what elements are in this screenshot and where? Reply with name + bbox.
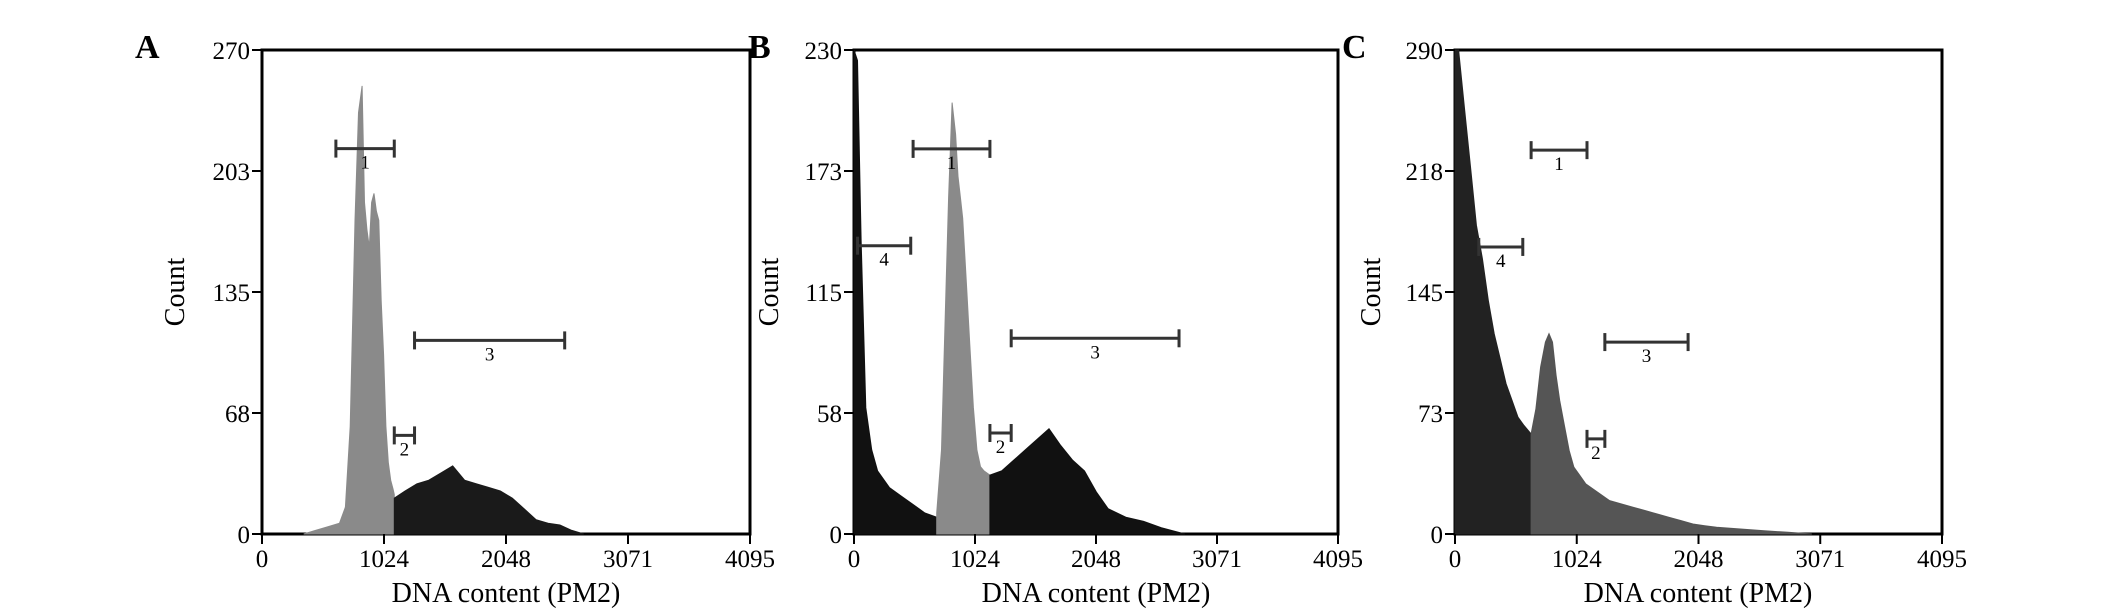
y-tick-label: 0 xyxy=(238,522,251,549)
y-axis-label: Count xyxy=(754,258,785,327)
plot-frame xyxy=(852,48,1340,536)
y-tick-label: 135 xyxy=(213,280,251,307)
plot-frame xyxy=(260,48,752,536)
histogram-series-2 xyxy=(1530,332,1812,535)
gate-label: 3 xyxy=(485,344,495,365)
x-axis-ticks: 0 1024 2048 3071 4095 xyxy=(848,534,1363,573)
x-axis-label: DNA content (PM2) xyxy=(392,578,621,609)
histogram-panel-b: B 1 2 3 4 0 1024 2048 3071 4095 0 58 115 173 230 Co… xyxy=(748,29,1363,609)
y-tick-label: 173 xyxy=(805,159,843,186)
histogram-series-1 xyxy=(853,49,938,535)
panel-letter: A xyxy=(135,29,160,66)
x-tick-label: 3071 xyxy=(1795,546,1845,573)
gate-markers: 1 2 3 xyxy=(334,139,567,460)
x-tick-label: 0 xyxy=(256,546,269,573)
histogram-marks xyxy=(303,85,584,535)
x-axis-label: DNA content (PM2) xyxy=(1584,578,1813,609)
y-axis-label: Count xyxy=(1356,258,1387,327)
histogram-series-2 xyxy=(393,465,584,535)
y-tick-label: 203 xyxy=(213,159,251,186)
x-tick-label: 4095 xyxy=(1313,546,1363,573)
x-tick-label: 2048 xyxy=(481,546,531,573)
histogram-panel-a: A 1 2 3 0 1024 2048 3071 4095 0 68 135 203 270 Cou… xyxy=(135,29,775,609)
histogram-series-1 xyxy=(1454,49,1532,535)
y-tick-label: 68 xyxy=(225,401,250,428)
histogram-marks xyxy=(1454,49,1812,535)
gate-label: 1 xyxy=(1554,154,1564,175)
x-tick-label: 4095 xyxy=(725,546,775,573)
y-tick-label: 58 xyxy=(817,401,842,428)
gate-label: 3 xyxy=(1642,346,1652,367)
gate-label: 1 xyxy=(360,153,370,174)
gate-label: 1 xyxy=(947,153,957,174)
histogram-series-3 xyxy=(989,428,1186,535)
x-axis-label: DNA content (PM2) xyxy=(982,578,1211,609)
y-tick-label: 145 xyxy=(1406,280,1444,307)
y-tick-label: 115 xyxy=(805,280,842,307)
x-tick-label: 4095 xyxy=(1917,546,1967,573)
x-tick-label: 3071 xyxy=(603,546,653,573)
y-axis-ticks: 0 73 145 218 290 xyxy=(1406,38,1455,549)
panel-letter: C xyxy=(1342,29,1367,66)
gate-label: 4 xyxy=(879,250,889,271)
gate-label: 3 xyxy=(1090,342,1100,363)
y-tick-label: 73 xyxy=(1418,401,1443,428)
gate-label: 2 xyxy=(1591,443,1601,464)
histogram-series-1 xyxy=(303,85,395,535)
y-tick-label: 0 xyxy=(830,522,843,549)
x-tick-label: 2048 xyxy=(1674,546,1724,573)
gate-label: 4 xyxy=(1496,251,1506,272)
gate-markers: 1 2 3 4 xyxy=(1477,141,1690,464)
y-axis-ticks: 0 58 115 173 230 xyxy=(805,38,854,549)
x-tick-label: 1024 xyxy=(359,546,410,573)
y-axis-label: Count xyxy=(160,258,191,327)
y-axis-ticks: 0 68 135 203 270 xyxy=(213,38,262,549)
y-tick-label: 230 xyxy=(805,38,843,65)
x-axis-ticks: 0 1024 2048 3071 4095 xyxy=(256,534,775,573)
gate-label: 2 xyxy=(996,437,1006,458)
x-tick-label: 2048 xyxy=(1071,546,1121,573)
histogram-series-2 xyxy=(936,102,991,535)
histogram-marks xyxy=(853,49,1186,535)
x-tick-label: 3071 xyxy=(1192,546,1242,573)
x-axis-ticks: 0 1024 2048 3071 4095 xyxy=(1449,534,1967,573)
x-tick-label: 1024 xyxy=(950,546,1001,573)
panel-letter: B xyxy=(748,29,771,66)
y-tick-label: 0 xyxy=(1431,522,1444,549)
gate-label: 2 xyxy=(400,439,410,460)
histogram-panel-c: C 1 2 3 4 0 1024 2048 3071 4095 0 73 145 218 290 Co… xyxy=(1342,29,1967,609)
x-tick-label: 0 xyxy=(1449,546,1462,573)
y-tick-label: 218 xyxy=(1406,159,1444,186)
gate-markers: 1 2 3 4 xyxy=(856,139,1181,458)
y-tick-label: 290 xyxy=(1406,38,1444,65)
x-tick-label: 1024 xyxy=(1552,546,1603,573)
y-tick-label: 270 xyxy=(213,38,251,65)
x-tick-label: 0 xyxy=(848,546,861,573)
